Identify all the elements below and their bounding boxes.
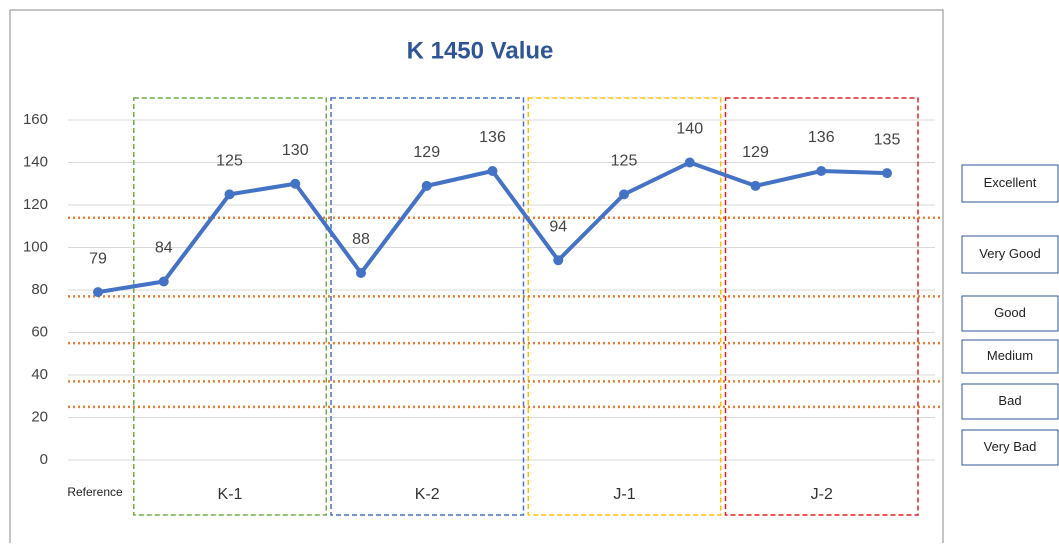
group-label: K-2 — [415, 486, 440, 503]
chart-border — [9, 9, 944, 548]
group-box — [527, 97, 722, 516]
rating-box — [961, 429, 1059, 466]
y-tick-label: 0 — [40, 451, 48, 468]
point — [619, 189, 629, 200]
point — [750, 180, 761, 191]
point — [356, 268, 366, 278]
data-label: 125 — [216, 153, 243, 170]
point — [684, 157, 695, 168]
rating-label: Medium — [987, 348, 1033, 363]
data-label: 140 — [676, 121, 703, 138]
rating-box — [961, 164, 1059, 203]
rating-label: Bad — [998, 393, 1021, 408]
group-box — [724, 97, 919, 516]
data-label: 130 — [282, 142, 309, 159]
point — [224, 189, 235, 200]
rating-box — [961, 383, 1059, 420]
point — [421, 180, 432, 191]
data-label: 125 — [611, 153, 638, 170]
data-label: 88 — [352, 231, 370, 248]
point — [553, 255, 564, 266]
group-label: J-2 — [811, 486, 833, 503]
y-tick-label: 100 — [23, 238, 48, 255]
rating-box — [961, 235, 1059, 274]
data-label: 84 — [155, 240, 173, 257]
y-tick-label: 20 — [31, 408, 48, 425]
y-tick-label: 60 — [31, 323, 48, 340]
rating-label: Very Bad — [984, 439, 1037, 454]
y-tick-label: 120 — [23, 196, 48, 213]
y-tick-label: 40 — [31, 366, 48, 383]
point — [93, 287, 103, 298]
point — [158, 276, 169, 287]
point — [882, 168, 892, 179]
data-label: 79 — [89, 250, 107, 267]
data-label: 94 — [549, 218, 567, 235]
data-label: 129 — [413, 144, 440, 161]
group-box — [133, 97, 327, 516]
rating-label: Very Good — [979, 246, 1040, 261]
point — [290, 178, 301, 189]
y-tick-label: 140 — [23, 153, 48, 170]
data-label: 135 — [874, 131, 901, 148]
y-tick-label: 160 — [23, 111, 48, 128]
data-label: 129 — [742, 144, 769, 161]
data-label: 136 — [479, 129, 506, 146]
rating-label: Excellent — [984, 175, 1037, 190]
rating-box — [961, 295, 1059, 332]
data-label: 136 — [808, 129, 835, 146]
rating-box — [961, 339, 1059, 374]
y-tick-label: 80 — [31, 281, 48, 298]
group-label: K-1 — [218, 486, 243, 503]
rating-label: Good — [994, 305, 1026, 320]
group-label: J-1 — [613, 486, 635, 503]
point — [816, 166, 827, 176]
group-box — [330, 97, 525, 516]
chart-title: K 1450 Value — [407, 37, 554, 64]
x-tick-label: Reference — [67, 485, 123, 499]
point — [487, 166, 498, 176]
